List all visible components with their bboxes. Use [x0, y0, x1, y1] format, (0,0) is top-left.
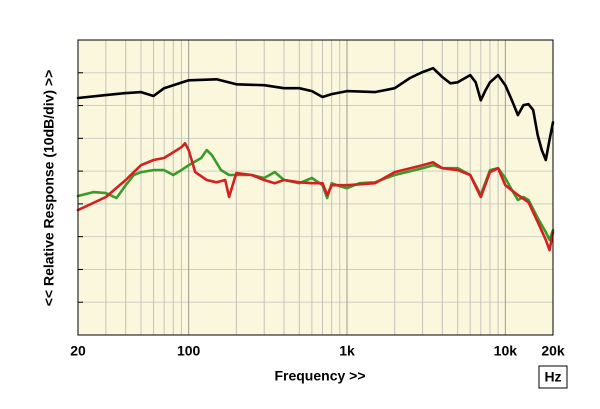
- x-axis-label: Frequency >>: [274, 368, 365, 384]
- plot-border: [77, 39, 554, 336]
- x-tick-label: 100: [177, 343, 201, 359]
- curves: [76, 66, 555, 252]
- response-curve: [76, 66, 555, 162]
- response-curve: [76, 142, 555, 252]
- unit-box: [538, 365, 568, 389]
- plot-area: [78, 40, 553, 335]
- x-tick-label: 10k: [494, 343, 518, 359]
- unit-label: Hz: [544, 369, 561, 385]
- y-axis-label: << Relative Response (10dB/div) >>: [41, 70, 57, 307]
- x-tick-label: 20: [70, 343, 86, 359]
- x-tick-label: 20k: [541, 343, 565, 359]
- x-tick-label: 1k: [339, 343, 355, 359]
